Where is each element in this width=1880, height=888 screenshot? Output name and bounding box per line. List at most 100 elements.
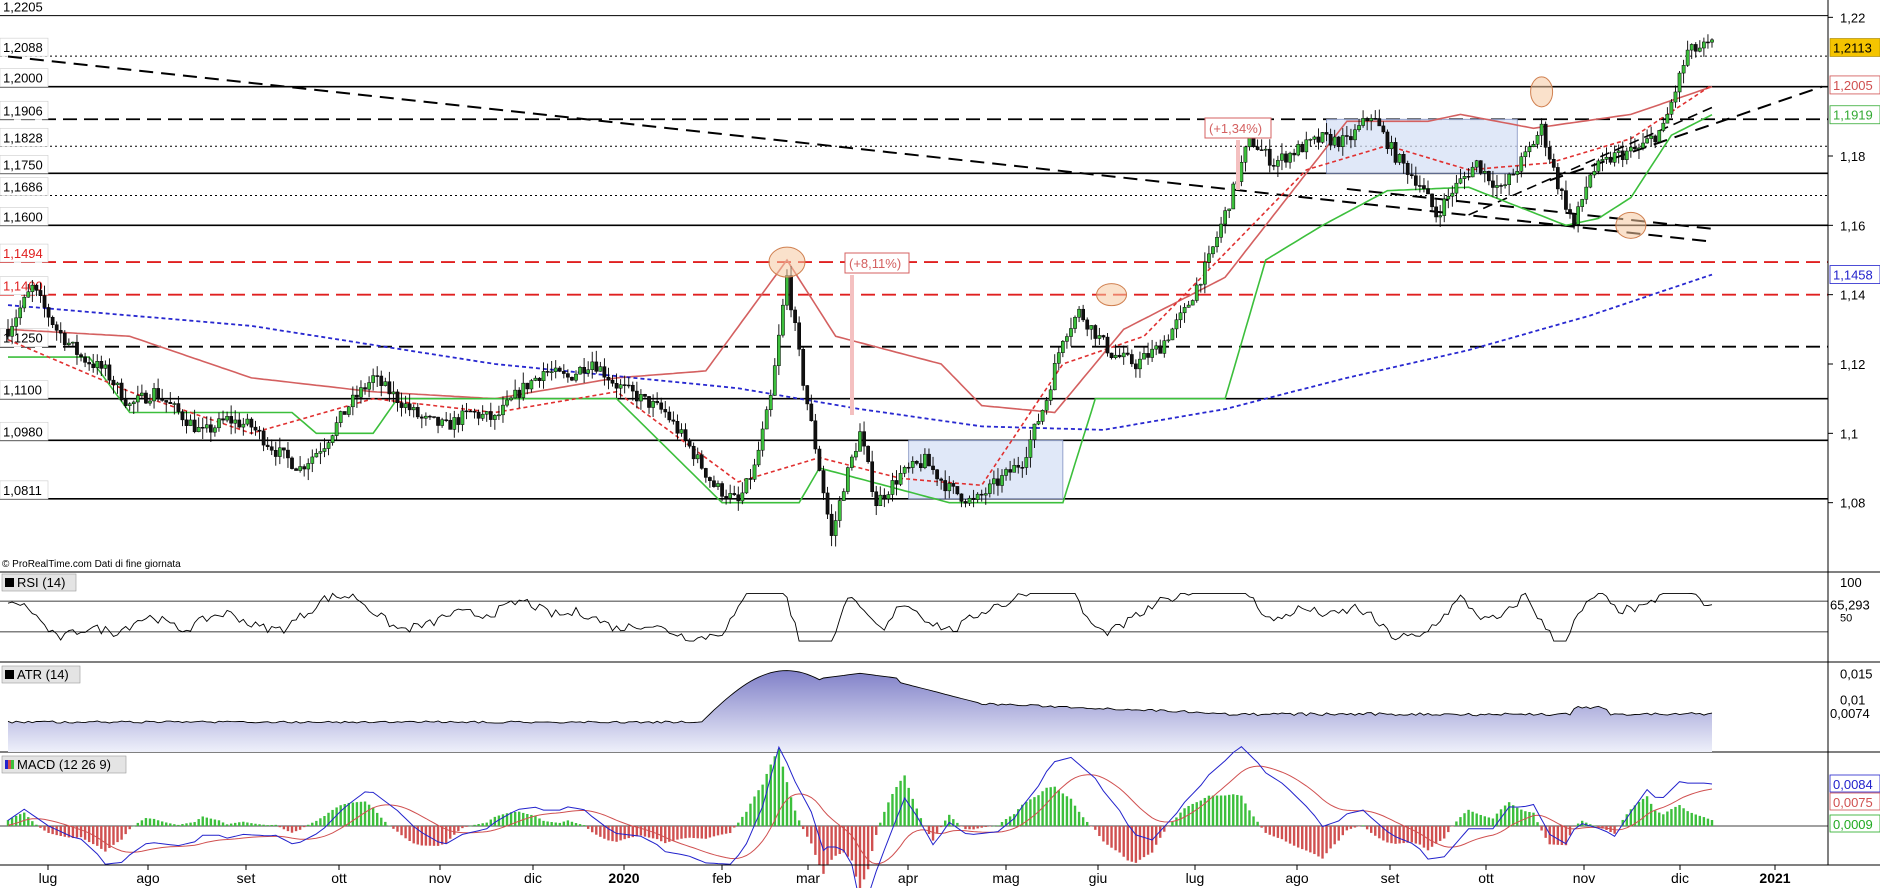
candle-body [996, 478, 1000, 486]
macd-hist-bar [376, 812, 379, 826]
macd-hist-bar [116, 826, 119, 843]
candle-body [1340, 135, 1345, 147]
candle-body [391, 391, 396, 395]
macd-hist-bar [173, 824, 176, 826]
macd-hist-bar [1467, 809, 1470, 826]
candle-body [606, 376, 611, 381]
indicator-value-label: 1,1458 [1833, 268, 1873, 283]
candle-body [708, 477, 712, 481]
candle-body [1276, 160, 1280, 167]
macd-hist-bar [582, 825, 586, 826]
candle-body [440, 419, 444, 426]
price-tick-label: 1,1 [1840, 426, 1858, 441]
candle-body [1426, 188, 1430, 195]
candle-body [1223, 210, 1227, 225]
macd-hist-bar [728, 826, 732, 834]
candle-body [1353, 129, 1357, 141]
macd-hist-bar [71, 826, 75, 839]
macd-hist-bar [1674, 806, 1677, 826]
macd-hist-bar [1690, 812, 1693, 826]
candle-body [273, 450, 278, 457]
candle-body [1397, 154, 1402, 163]
macd-hist-bar [538, 818, 541, 826]
candle-body [1320, 132, 1325, 143]
macd-hist-bar [217, 820, 221, 826]
macd-hist-bar [440, 826, 444, 845]
stop-red-line [7, 85, 1713, 414]
change-label: (+1,34%) [1209, 121, 1262, 136]
candle-body [764, 409, 769, 430]
month-label: mar [796, 870, 820, 886]
candle-body [987, 483, 992, 494]
macd-hist-bar [1086, 821, 1089, 826]
macd-hist-bar [992, 825, 996, 827]
candle-body [1296, 144, 1301, 156]
macd-hist-bar [664, 826, 667, 844]
candle-body [1170, 328, 1175, 341]
macd-hist-bar [1576, 823, 1580, 826]
macd-hist-bar [1215, 795, 1219, 826]
candle-body [947, 483, 952, 492]
macd-hist-bar [1187, 805, 1190, 826]
candle-body [229, 416, 233, 424]
macd-hist-bar [1130, 826, 1134, 862]
macd-hist-bar [802, 826, 805, 830]
macd-hist-bar [944, 820, 947, 826]
macd-hist-bar [1175, 817, 1178, 826]
macd-hist-bar [1025, 801, 1028, 826]
trendlines [7, 55, 1823, 243]
candle-body [302, 466, 307, 470]
macd-hist-bar [250, 823, 253, 826]
candle-body [1231, 183, 1236, 210]
macd-hist-bar [311, 822, 314, 826]
highlight-circle [1530, 76, 1554, 108]
macd-hist-bar [1451, 826, 1454, 827]
candle-body [939, 478, 943, 481]
macd-hist-bar [481, 823, 484, 826]
candle-body [582, 367, 586, 374]
candle-body [298, 466, 302, 471]
macd-hist-bar [518, 811, 521, 826]
macd-hist-bar [1516, 807, 1519, 826]
candle-body [286, 449, 290, 459]
level-label-box [0, 380, 49, 399]
candle-body [46, 307, 51, 318]
macd-hist-bar [574, 823, 578, 826]
candle-body [850, 456, 854, 468]
macd-hist-bar [505, 813, 509, 826]
candle-body [176, 403, 181, 412]
level-label-box [0, 243, 49, 263]
macd-hist-bar [777, 748, 781, 826]
candle-body [164, 400, 169, 403]
macd-hist-bar [570, 821, 574, 826]
candle-body [1336, 136, 1341, 147]
candle-body [549, 371, 554, 373]
candle-body [91, 363, 96, 368]
level-label-box [0, 480, 49, 500]
level-label: 1,1828 [3, 130, 43, 145]
macd-hist-bar [18, 814, 22, 826]
macd-hist-bar [1098, 826, 1101, 837]
candle-body [415, 407, 420, 418]
month-label: lug [39, 870, 58, 886]
candle-body [1061, 341, 1065, 353]
macd-value-box [1829, 814, 1880, 833]
candle-body [817, 448, 822, 471]
macd-hist-bar [749, 803, 752, 826]
macd-hist-bar [96, 826, 99, 846]
macd-hist-bar [27, 817, 30, 826]
macd-hist-bar [972, 826, 975, 830]
candle-body [1101, 335, 1106, 338]
candle-body [1430, 193, 1434, 208]
candle-body [1665, 113, 1670, 124]
macd-value-box [1829, 774, 1880, 793]
candle-body [602, 366, 607, 378]
candle-body [906, 466, 911, 469]
macd-hist-bar [1264, 826, 1267, 833]
candle-body [1182, 307, 1187, 314]
macd-hist-bar [546, 821, 549, 826]
candle-body [1154, 345, 1159, 350]
macd-hist-bar [879, 822, 882, 826]
macd-hist-bar [469, 825, 472, 827]
macd-hist-bar [294, 826, 298, 832]
